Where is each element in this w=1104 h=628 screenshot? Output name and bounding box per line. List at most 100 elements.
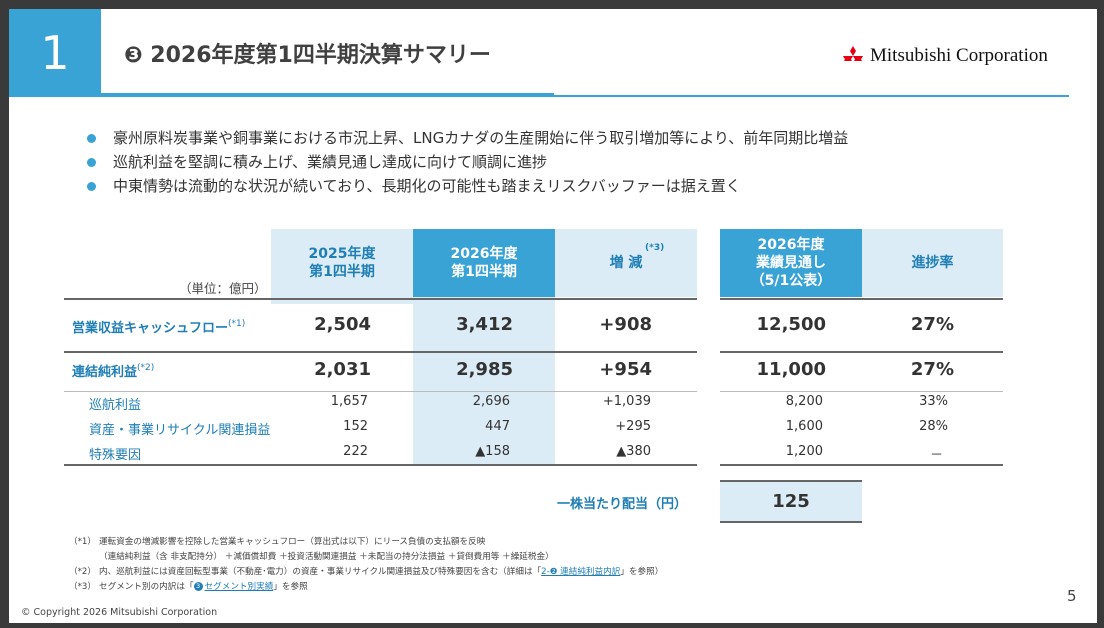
- row-label: 連結純利益(*2): [72, 361, 154, 380]
- footnote-3: （*3） セグメント別の内訳は「 3 セグメント別実績」を参照: [69, 580, 663, 595]
- logo-text: Mitsubishi Corporation: [870, 45, 1048, 66]
- header-change-note: (*3): [645, 243, 665, 253]
- rule-bottom-left: [64, 464, 697, 466]
- cell-change: ▲380: [616, 444, 651, 459]
- header-change-label: 増 減: [609, 255, 643, 271]
- slide: 1 ❸ 2026年度第1四半期決算サマリー Mitsubishi Corpora…: [9, 9, 1097, 623]
- cell-curr: ▲158: [475, 444, 510, 459]
- rule-row1-right: [720, 351, 1003, 353]
- header-progress-label: 進捗率: [911, 255, 954, 271]
- rule-row2-left: [64, 391, 697, 392]
- footnote-text: 内、巡航利益には資産回転型事業（不動産･電力）の資産・事業リサイクル関連損益及び…: [99, 567, 542, 577]
- rule-bottom-right: [720, 464, 1003, 466]
- footnote-text: 」を参照: [273, 582, 308, 592]
- header-curr-q1: 2026年度 第1四半期: [413, 229, 555, 297]
- col-progress-shade: [862, 229, 1003, 297]
- cell-forecast: 1,200: [785, 444, 823, 459]
- row-label: 営業収益キャッシュフロー(*1): [72, 317, 245, 336]
- row-label-note: (*1): [228, 319, 246, 329]
- cell-progress: 27%: [910, 314, 954, 335]
- cell-forecast: 12,500: [756, 314, 826, 335]
- cell-curr: 447: [485, 419, 510, 434]
- footnote-tag: （*1）: [69, 537, 96, 547]
- header-line: （5/1公表）: [750, 273, 832, 289]
- rule-dividend-top: [720, 480, 862, 482]
- rule-under-header-left: [64, 298, 697, 300]
- page-title: ❸ 2026年度第1四半期決算サマリー: [124, 43, 491, 68]
- net-income-breakdown-link[interactable]: 2-❷ 連結純利益内訳: [541, 567, 621, 577]
- bullet-item: 巡航利益を堅調に積み上げ、業績見通し達成に向けて順調に進捗: [87, 150, 848, 174]
- row-label: 巡航利益: [89, 398, 142, 413]
- cell-progress: －: [929, 448, 943, 463]
- section-number: 1: [9, 9, 101, 97]
- footnote-1-formula: （連結純利益（含 非支配持分） ＋減価償却費 ＋投資活動関連損益 ＋未配当の持分…: [69, 550, 663, 565]
- rule-row1-left: [64, 351, 697, 353]
- summary-bullets: 豪州原料炭事業や銅事業における市況上昇、LNGカナダの生産開始に伴う取引増加等に…: [87, 126, 848, 198]
- header-line: 業績見通し: [755, 255, 826, 271]
- footnote-1: （*1） 運転資金の増減影響を控除した営業キャッシュフロー（算出式は以下）にリース…: [69, 535, 663, 550]
- page-number: 5: [1067, 587, 1077, 605]
- footnote-formula-text: （連結純利益（含 非支配持分） ＋減価償却費 ＋投資活動関連損益 ＋未配当の持分…: [99, 552, 554, 562]
- cell-prev: 222: [343, 444, 368, 459]
- header-prev-q1: 2025年度 第1四半期: [271, 229, 413, 297]
- bullet-dot-icon: [87, 158, 96, 167]
- cell-prev: 2,504: [314, 314, 371, 335]
- col-prev-shade: [271, 229, 413, 304]
- bullet-item: 中東情勢は流動的な状況が続いており、長期化の可能性も踏まえリスクバッファーは据え…: [87, 174, 848, 198]
- header-line: 2025年度: [308, 246, 376, 262]
- bullet-text: 中東情勢は流動的な状況が続いており、長期化の可能性も踏まえリスクバッファーは据え…: [113, 177, 741, 195]
- cell-progress: 27%: [910, 359, 954, 380]
- bullet-text: 豪州原料炭事業や銅事業における市況上昇、LNGカナダの生産開始に伴う取引増加等に…: [113, 129, 849, 147]
- cell-forecast: 11,000: [756, 359, 826, 380]
- footnote-text: 運転資金の増減影響を控除した営業キャッシュフロー（算出式は以下）にリース負債の支…: [99, 537, 486, 547]
- rule-row2-right: [720, 391, 1003, 392]
- title-underline-thin: [554, 95, 1069, 97]
- row-label: 特殊要因: [89, 448, 142, 463]
- header-line: 2026年度: [450, 246, 518, 262]
- header-change: 増 減: [555, 229, 697, 297]
- header-line: 2026年度: [757, 237, 825, 253]
- footnotes: （*1） 運転資金の増減影響を控除した営業キャッシュフロー（算出式は以下）にリース…: [69, 535, 663, 595]
- cell-prev: 2,031: [314, 359, 371, 380]
- footnote-text: セグメント別の内訳は「: [99, 582, 194, 592]
- cell-change: +295: [615, 419, 651, 434]
- col-curr-header-shade: [413, 229, 555, 297]
- bullet-dot-icon: [87, 134, 96, 143]
- header-line: 第1四半期: [309, 264, 375, 280]
- header-forecast: 2026年度 業績見通し （5/1公表）: [720, 229, 862, 297]
- footnote-text: 」を参照）: [620, 567, 664, 577]
- rule-dividend-bottom: [720, 521, 862, 523]
- row-label-text: 営業収益キャッシュフロー: [72, 321, 229, 336]
- company-logo: Mitsubishi Corporation: [842, 45, 1048, 67]
- header-progress: 進捗率: [862, 229, 1003, 297]
- section-circle-icon: 3: [193, 582, 203, 591]
- dividend-value: 125: [772, 491, 810, 512]
- copyright: © Copyright 2026 Mitsubishi Corporation: [21, 607, 218, 618]
- bullet-dot-icon: [87, 182, 96, 191]
- unit-label: （単位：億円）: [179, 281, 267, 296]
- rule-under-header-right: [720, 298, 1003, 300]
- bullet-item: 豪州原料炭事業や銅事業における市況上昇、LNGカナダの生産開始に伴う取引増加等に…: [87, 126, 848, 150]
- cell-prev: 152: [343, 419, 368, 434]
- header-line: 第1四半期: [451, 264, 517, 280]
- cell-change: +908: [599, 314, 652, 335]
- row-label-text: 連結純利益: [72, 365, 138, 380]
- row-label: 資産・事業リサイクル関連損益: [89, 423, 271, 438]
- row-label-note: (*2): [137, 363, 155, 373]
- footnote-tag: （*2）: [69, 567, 96, 577]
- cell-curr: 2,985: [456, 359, 513, 380]
- cell-progress: 28%: [919, 419, 948, 434]
- title-underline: [101, 93, 554, 97]
- footnote-2: （*2） 内、巡航利益には資産回転型事業（不動産･電力）の資産・事業リサイクル関連…: [69, 565, 663, 580]
- segment-results-link[interactable]: セグメント別実績: [204, 582, 274, 592]
- dividend-shade: [720, 481, 862, 521]
- cell-forecast: 1,600: [785, 419, 823, 434]
- cell-change: +1,039: [602, 394, 651, 409]
- cell-prev: 1,657: [330, 394, 368, 409]
- cell-change: +954: [599, 359, 652, 380]
- cell-progress: 33%: [919, 394, 948, 409]
- footnote-tag: （*3）: [69, 582, 96, 592]
- cell-curr: 3,412: [456, 314, 513, 335]
- bullet-text: 巡航利益を堅調に積み上げ、業績見通し達成に向けて順調に進捗: [113, 153, 547, 171]
- cell-curr: 2,696: [472, 394, 510, 409]
